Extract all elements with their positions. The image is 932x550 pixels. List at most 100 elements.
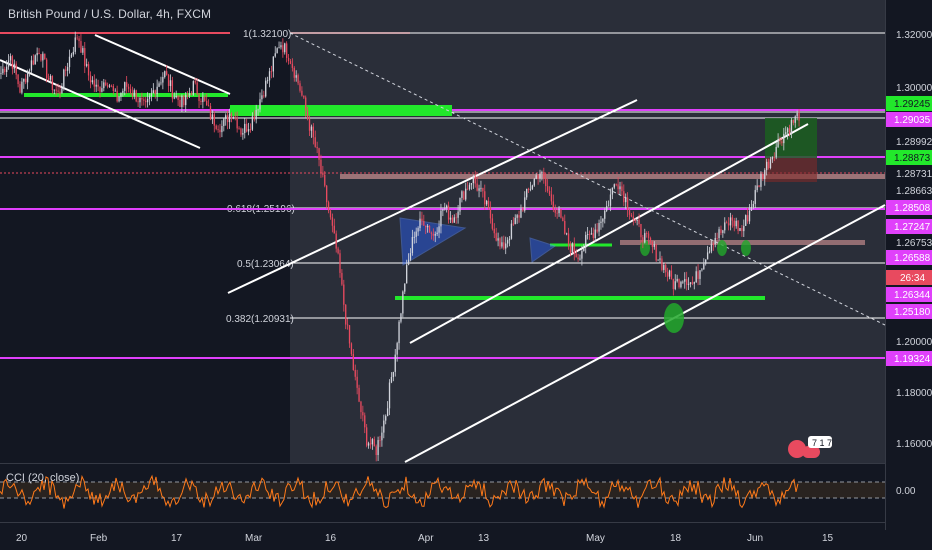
price-tag: 1.25180: [894, 307, 931, 318]
candle-body: [767, 161, 770, 169]
candle-body: [186, 95, 189, 96]
candle-body: [548, 190, 551, 195]
candle-body: [196, 82, 198, 95]
candle-body: [287, 57, 290, 62]
candle-body: [232, 116, 234, 118]
candle-body: [82, 48, 84, 53]
candle-body: [303, 95, 305, 98]
candle-body: [17, 74, 19, 85]
candle-body: [779, 139, 781, 142]
candle-body: [110, 85, 113, 87]
candle-body: [360, 401, 362, 413]
candle-body: [396, 343, 398, 355]
candle-body: [367, 443, 370, 446]
candle-body: [533, 178, 535, 186]
candle-body: [15, 63, 17, 75]
time-tick: Feb: [90, 533, 108, 544]
candle-body: [276, 48, 278, 54]
candle-body: [46, 59, 48, 79]
candle-body: [632, 216, 634, 220]
candle-body: [764, 170, 766, 180]
candle-body: [394, 354, 396, 372]
price-tag: 1.27247: [894, 222, 931, 233]
candle-body: [493, 228, 495, 234]
candle-body: [558, 209, 560, 214]
candle-body: [171, 80, 174, 99]
cci-indicator[interactable]: [0, 474, 885, 509]
price-tag-box: [886, 112, 932, 127]
candle-body: [266, 80, 269, 82]
candle-body: [419, 218, 421, 229]
candle-body: [680, 281, 682, 288]
candle-body: [406, 264, 408, 284]
candle-body: [324, 174, 326, 186]
candle-body: [80, 41, 82, 53]
candle-body: [390, 376, 393, 383]
candle-body: [626, 197, 629, 210]
candle-body: [386, 408, 389, 417]
candle-body: [209, 106, 212, 120]
candle-body: [594, 229, 596, 238]
candle-body: [461, 191, 463, 198]
candle-body: [710, 243, 713, 252]
candle-body: [293, 67, 295, 78]
candle-body: [674, 281, 676, 290]
candle-body: [598, 222, 600, 232]
candle-body: [36, 52, 38, 56]
candle-body: [506, 240, 509, 244]
candle-body: [335, 233, 337, 249]
fib-label-0382: 0.382(1.20931): [226, 314, 294, 325]
candle-body: [651, 241, 654, 247]
news-badge[interactable]: 7 1 7: [788, 436, 832, 462]
candle-body: [731, 217, 734, 221]
candle-body: [32, 60, 34, 65]
candle-body: [242, 133, 244, 135]
candle-body: [579, 258, 581, 260]
candle-body: [577, 257, 579, 260]
candle-body: [341, 272, 343, 285]
candle-body: [6, 66, 8, 72]
time-axis[interactable]: 20 Feb 17 Mar 16 Apr 13 May 18 Jun 15: [16, 533, 834, 544]
candle-body: [23, 78, 25, 82]
candle-body: [737, 220, 739, 231]
candle-body: [2, 68, 4, 74]
price-tick: 1.18000: [896, 388, 932, 399]
candle-body: [145, 100, 147, 103]
price-axis[interactable]: 1.32000 1.30000 1.28992 1.28731 1.28663 …: [896, 30, 932, 450]
candle-body: [718, 229, 720, 239]
candle-body: [413, 236, 415, 238]
candle-body: [169, 80, 172, 86]
trend-channels[interactable]: [0, 32, 886, 463]
candle-body: [112, 86, 114, 91]
candle-body: [499, 238, 501, 247]
candle-body: [529, 188, 532, 190]
candle-body: [308, 119, 311, 131]
candle-body: [13, 63, 15, 69]
candle-body: [139, 97, 141, 103]
candle-body: [588, 234, 591, 235]
candle-body: [758, 185, 760, 187]
candle-body: [644, 233, 646, 243]
candle-body: [545, 178, 547, 187]
candle-body: [472, 176, 474, 184]
candle-body: [590, 233, 593, 235]
time-tick: 13: [478, 533, 490, 544]
candle-body: [156, 86, 158, 95]
candle-body: [746, 215, 749, 222]
badge-text: 7 1 7: [812, 438, 832, 448]
candle-body: [333, 225, 335, 234]
candle-body: [512, 223, 514, 225]
candle-body: [181, 95, 183, 108]
candle-body: [223, 118, 225, 127]
candle-body: [131, 93, 134, 96]
candle-body: [569, 244, 572, 253]
candle-body: [428, 225, 431, 233]
candle-body: [103, 82, 105, 89]
candle-body: [657, 259, 659, 261]
price-tag-box: [886, 270, 932, 285]
candle-body: [503, 242, 505, 249]
candle-body: [497, 238, 499, 241]
candle-body: [575, 253, 577, 258]
candle-body: [411, 237, 414, 254]
